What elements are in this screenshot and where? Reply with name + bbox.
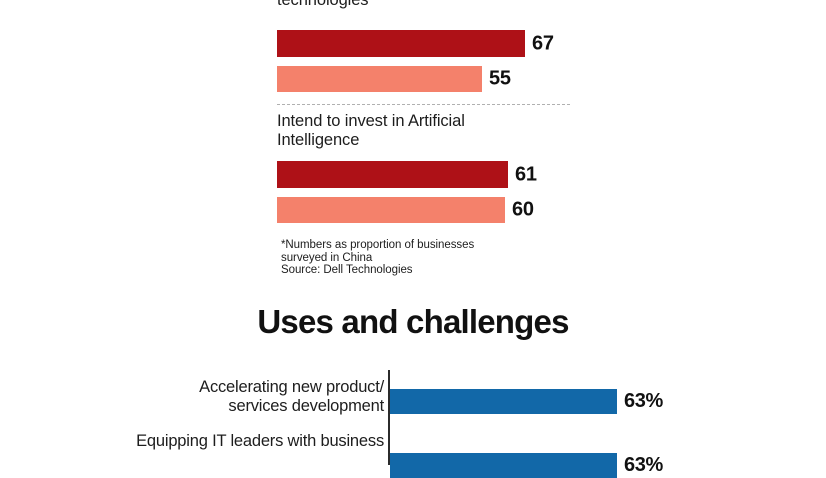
red-group-1-value-dark: 67: [532, 32, 554, 54]
red-group-2-value-light: 60: [512, 198, 534, 221]
red-group-1-value-light: 55: [489, 67, 511, 90]
bar-fill-blue-63-a: [390, 389, 617, 414]
blue-row-2-label: Equipping IT leaders with business: [136, 432, 384, 450]
blue-row-2-value: 63%: [624, 454, 663, 476]
chart-footnote-source: *Numbers as proportion of businesses sur…: [281, 239, 475, 276]
red-group-1-bar-dark: 67: [277, 30, 677, 57]
group-separator-dashed: [277, 104, 570, 105]
red-group-2-bar-light: 60: [277, 197, 677, 223]
red-group-2-label: Intend to invest in Artificial Intellige…: [277, 112, 465, 149]
bar-fill-salmon-60: [277, 197, 505, 223]
page-title: Uses and challenges: [257, 303, 569, 340]
bar-fill-salmon-55: [277, 66, 482, 92]
chart-axis-line: [388, 370, 390, 465]
bar-fill-dark-67: [277, 30, 525, 57]
bar-fill-blue-63-b: [390, 453, 617, 478]
red-bar-chart-group-2: Intend to invest in Artificial Intellige…: [277, 112, 677, 223]
red-group-1-bar-light: 55: [277, 66, 677, 92]
red-group-1-label: technologies: [277, 0, 369, 9]
blue-bar-chart: Accelerating new product/ services devel…: [0, 370, 826, 478]
blue-row-1-value: 63%: [624, 390, 663, 412]
blue-row-1-label: Accelerating new product/ services devel…: [199, 378, 384, 415]
bar-fill-dark-61: [277, 161, 508, 188]
red-group-2-bar-dark: 61: [277, 161, 677, 188]
red-group-2-value-dark: 61: [515, 163, 537, 185]
